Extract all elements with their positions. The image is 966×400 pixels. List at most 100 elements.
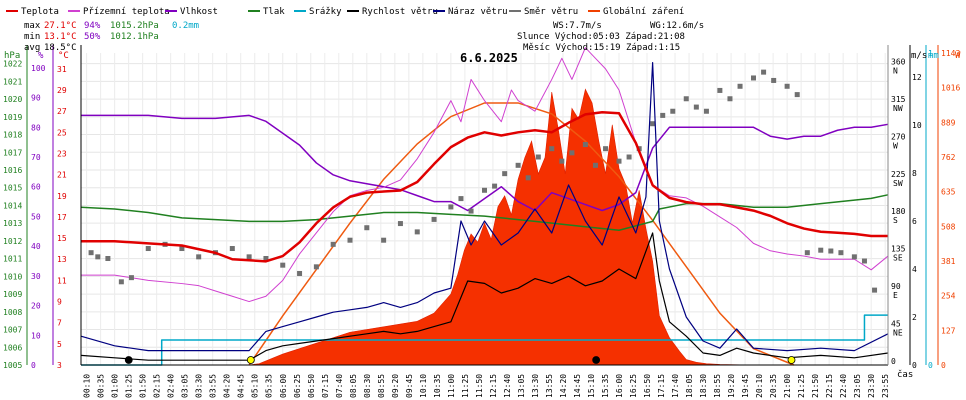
- smer-point: [616, 158, 622, 164]
- legend-label-srazky: Srážky: [309, 7, 342, 17]
- smer-point: [582, 142, 588, 148]
- tick-pct: 30: [31, 272, 41, 281]
- sun-moon-marker: [246, 356, 255, 364]
- smer-point: [737, 83, 743, 89]
- tlak-line: [80, 194, 889, 232]
- tick-hpa: 1018: [3, 131, 22, 140]
- smer-point: [804, 250, 810, 256]
- tick-hpa: 1019: [3, 113, 22, 122]
- smer-point: [458, 196, 464, 202]
- stat-max-temp: 27.1°C: [44, 21, 77, 31]
- unit-hpa: hPa: [4, 51, 20, 61]
- tick-pct: 20: [31, 302, 41, 311]
- x-tick-label: 02:15: [153, 374, 162, 398]
- tick-hpa: 1011: [3, 255, 22, 264]
- tick-pct: 10: [31, 331, 41, 340]
- legend-label-teplota: Teplota: [21, 7, 59, 17]
- smer-point: [872, 287, 878, 293]
- legend-label-tlak: Tlak: [263, 7, 285, 17]
- smer-point: [397, 221, 403, 227]
- x-tick-label: 03:05: [181, 374, 190, 398]
- x-tick-label: 10:10: [419, 374, 428, 398]
- smer-point: [717, 87, 723, 93]
- tick-ms: 0: [912, 361, 917, 370]
- x-tick-label: 03:55: [209, 374, 218, 398]
- smer-point: [818, 247, 824, 253]
- stat-max-press: 1015.2hPa: [110, 21, 159, 31]
- legend-label-prizemni: Přízemní teplota: [83, 7, 170, 17]
- smer-point: [861, 258, 867, 264]
- tick-degc: 3: [57, 361, 62, 370]
- x-tick-label: 20:35: [769, 374, 778, 398]
- series-zareni: [81, 88, 888, 366]
- x-tick-label: 17:40: [671, 374, 680, 398]
- x-tick-label: 06:00: [279, 374, 288, 398]
- tick-w: 762: [941, 153, 956, 162]
- tick-degc: 5: [57, 340, 62, 349]
- tick-hpa: 1021: [3, 77, 22, 86]
- tick-pct: 90: [31, 94, 41, 103]
- stat-slunce: Slunce Východ:05:03 Západ:21:08: [517, 32, 685, 42]
- smer-point: [771, 77, 777, 83]
- tick-ms: 12: [912, 73, 922, 82]
- stat-avg-temp: 18.5°C: [44, 43, 77, 53]
- tick-dir-compass: E: [893, 291, 898, 300]
- tick-hpa: 1020: [3, 95, 22, 104]
- x-tick-label: 01:25: [125, 374, 134, 398]
- smer-point: [761, 69, 767, 75]
- x-tick-label: 04:20: [223, 374, 232, 398]
- x-tick-label: 14:20: [559, 374, 568, 398]
- x-tick-label: 11:00: [447, 374, 456, 398]
- legend-label-smer: Směr větru: [524, 7, 578, 17]
- x-tick-label: 15:10: [587, 374, 596, 398]
- xlabel: čas: [897, 369, 913, 380]
- smer-point: [650, 121, 656, 127]
- smer-point: [145, 246, 151, 252]
- tick-pct: 50: [31, 212, 41, 221]
- tick-hpa: 1005: [3, 361, 22, 370]
- x-tick-label: 04:45: [237, 374, 246, 398]
- tick-dir: 90: [891, 282, 901, 291]
- x-tick-label: 17:15: [657, 374, 666, 398]
- smer-point: [603, 146, 609, 152]
- smer-point: [246, 254, 252, 260]
- smer-point: [280, 262, 286, 268]
- x-tick-label: 20:10: [755, 374, 764, 398]
- tick-degc: 9: [57, 298, 62, 307]
- tick-hpa: 1008: [3, 308, 22, 317]
- x-tick-label: 21:00: [783, 374, 792, 398]
- tick-mm: 0: [928, 361, 933, 370]
- smer-point: [851, 254, 857, 260]
- stat-max-rain: 0.2mm: [172, 21, 199, 31]
- tick-degc: 11: [57, 276, 67, 285]
- x-tick-label: 07:40: [335, 374, 344, 398]
- x-tick-label: 16:25: [629, 374, 638, 398]
- x-tick-label: 19:20: [727, 374, 736, 398]
- tick-dir: 0: [891, 357, 896, 366]
- sun-moon-marker: [592, 356, 601, 364]
- zareni-area: [81, 88, 888, 366]
- x-tick-label: 15:35: [601, 374, 610, 398]
- tick-ms: 8: [912, 169, 917, 178]
- stat-max-label: max: [24, 21, 41, 31]
- smer-point: [683, 96, 689, 102]
- smer-point: [838, 250, 844, 256]
- tick-hpa: 1006: [3, 343, 22, 352]
- tick-ms: 2: [912, 313, 917, 322]
- unit-w: W: [955, 51, 961, 61]
- legend-label-naraz: Náraz větru: [448, 7, 508, 17]
- tick-w: 1143: [941, 49, 960, 58]
- smer-point: [626, 154, 632, 160]
- smer-point: [828, 248, 834, 254]
- smer-point: [431, 216, 437, 222]
- smer-point: [660, 112, 666, 118]
- x-tick-label: 16:50: [643, 374, 652, 398]
- tick-degc: 21: [57, 171, 67, 180]
- tick-dir: 360: [891, 57, 906, 66]
- tick-degc: 25: [57, 128, 67, 137]
- smer-point: [364, 225, 370, 231]
- x-tick-label: 22:40: [839, 374, 848, 398]
- smer-point: [670, 108, 676, 114]
- x-tick-label: 21:25: [797, 374, 806, 398]
